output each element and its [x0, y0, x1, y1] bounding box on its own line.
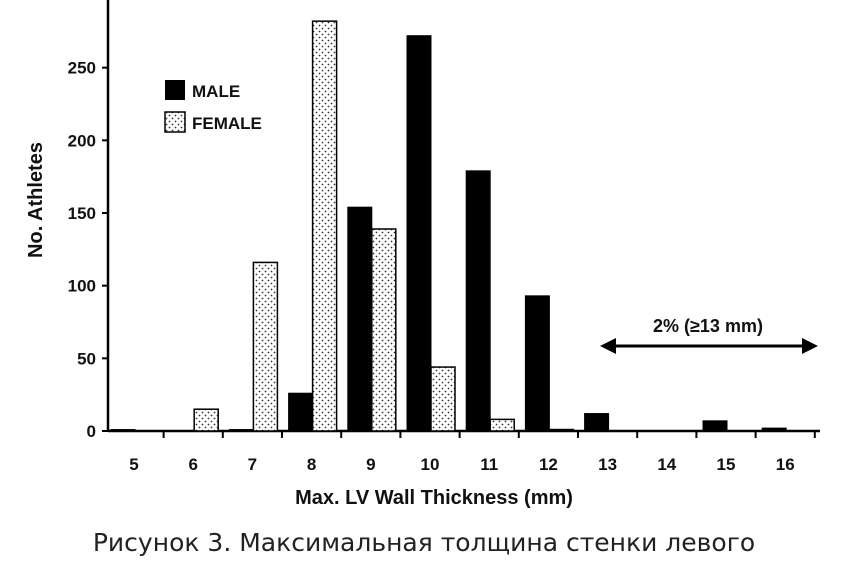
- legend-label-female: FEMALE: [192, 114, 262, 133]
- bars: [110, 20, 787, 432]
- bar-male-8: [288, 392, 314, 432]
- legend: MALE FEMALE: [164, 80, 262, 133]
- x-tick-label: 6: [188, 455, 197, 474]
- legend-swatch-female: [164, 111, 186, 133]
- bar-female-12: [548, 428, 575, 432]
- bar-male-9: [347, 206, 373, 432]
- bar-female-6: [193, 408, 219, 432]
- bar-male-11: [465, 170, 491, 432]
- annotation: 2% (≥13 mm): [600, 316, 818, 354]
- legend-swatch-male: [165, 80, 185, 100]
- y-tick-label: 200: [68, 131, 96, 150]
- bar-female-10: [430, 366, 456, 432]
- bar-male-12: [524, 295, 550, 432]
- x-axis-title: Max. LV Wall Thickness (mm): [295, 487, 573, 509]
- x-tick-label: 15: [717, 455, 736, 474]
- annotation-label: 2% (≥13 mm): [653, 316, 763, 336]
- bar-male-15: [702, 420, 728, 432]
- bar-male-5: [110, 429, 136, 432]
- y-tick-label: 100: [68, 277, 96, 296]
- x-tick-label: 9: [366, 455, 375, 474]
- x-tick-label: 5: [129, 455, 138, 474]
- annotation-arrow-left-head: [600, 338, 616, 354]
- bar-male-16: [761, 427, 787, 432]
- bar-male-10: [406, 35, 432, 432]
- bar-female-9: [371, 228, 397, 432]
- x-tick-label: 14: [657, 455, 676, 474]
- y-tick-label: 250: [68, 59, 96, 78]
- chart: 0 50 100 150 200 250 5 6 7 8 9 10 11 12 13 14 15 16 MALE…: [25, 0, 820, 509]
- x-tick-label: 12: [539, 455, 558, 474]
- bar-male-13: [584, 413, 610, 432]
- bar-female-7: [252, 261, 279, 432]
- x-tick-label: 13: [598, 455, 617, 474]
- x-tick-label: 11: [480, 455, 498, 474]
- figure-caption: Рисунок 3. Максимальная толщина стенки л…: [92, 528, 756, 557]
- x-tick-label: 7: [248, 455, 257, 474]
- bar-male-7: [228, 429, 254, 432]
- y-axis: 0 50 100 150 200 250: [68, 0, 110, 441]
- x-tick-label: 16: [776, 455, 795, 474]
- bar-female-8: [311, 20, 338, 432]
- y-tick-label: 0: [87, 422, 96, 441]
- legend-label-male: MALE: [192, 82, 240, 101]
- x-tick-label: 10: [421, 455, 440, 474]
- y-axis-title: No. Athletes: [25, 142, 47, 258]
- y-tick-label: 150: [68, 204, 96, 223]
- x-tick-label: 8: [307, 455, 316, 474]
- bar-female-11: [489, 418, 515, 432]
- x-axis: 5 6 7 8 9 10 11 12 13 14 15 16: [108, 429, 820, 474]
- y-tick-label: 50: [77, 349, 96, 368]
- annotation-arrow-right-head: [802, 338, 818, 354]
